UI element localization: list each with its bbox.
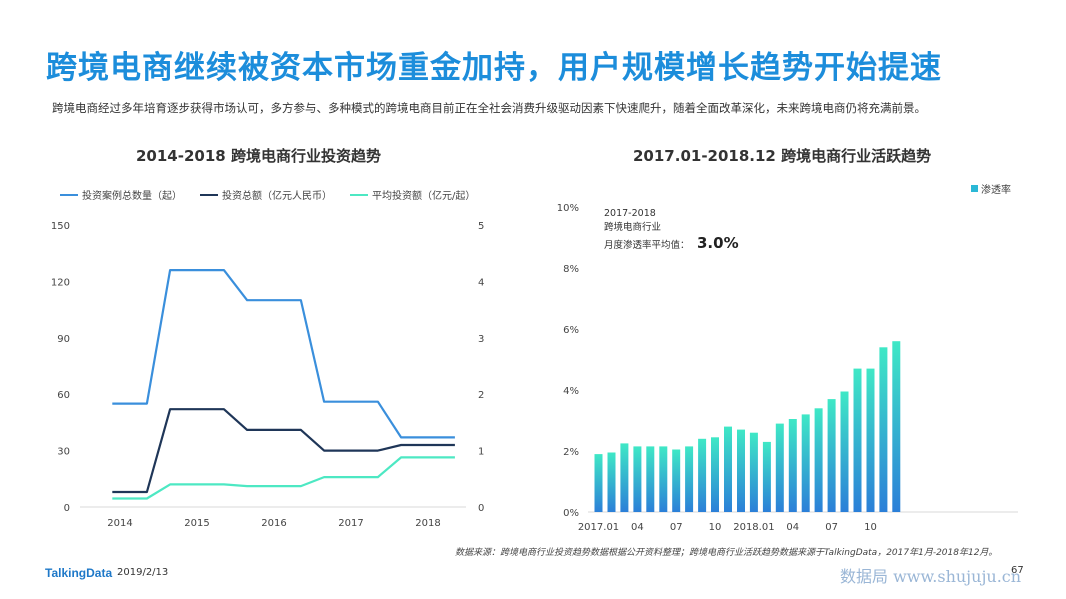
bar-chart-x-tick: 04: [631, 522, 644, 533]
watermark: 数据局 www.shujuju.cn: [840, 567, 1022, 586]
bar-chart-y-tick: 10%: [557, 203, 579, 214]
line-chart-title: 2014-2018 跨境电商行业投资趋势: [136, 147, 381, 165]
line-chart-x-tick: 2015: [184, 518, 209, 529]
page-number: 67: [1011, 565, 1024, 576]
bar-chart-legend-swatch: [971, 185, 978, 192]
bar: [620, 443, 629, 512]
footer-date: 2019/2/13: [117, 567, 169, 578]
bar: [775, 423, 784, 512]
line-chart-y-left-tick: 150: [51, 221, 70, 232]
line-series: [112, 456, 455, 500]
line-chart-x-tick: 2018: [415, 518, 440, 529]
annotation-label: 月度渗透率平均值：: [604, 239, 690, 251]
bar: [853, 368, 862, 512]
page-subtitle: 跨境电商经过多年培育逐步获得市场认可，多方参与、多种模式的跨境电商目前正在全社会…: [52, 101, 926, 115]
bar-chart-x-tick: 07: [670, 522, 683, 533]
bar: [607, 452, 616, 512]
line-chart-y-right-tick: 3: [478, 334, 484, 345]
talkingdata-logo: TalkingData: [45, 566, 113, 580]
bar: [685, 446, 694, 512]
bar-chart-y-tick: 8%: [563, 264, 579, 275]
annotation-line1: 2017-2018: [604, 208, 656, 219]
bar: [814, 408, 823, 512]
bar: [866, 368, 875, 512]
line-chart-y-left-tick: 60: [57, 390, 70, 401]
bar: [698, 438, 707, 512]
bar: [749, 432, 758, 512]
line-chart-y-left-tick: 90: [57, 334, 70, 345]
bar: [737, 429, 745, 512]
bar: [879, 347, 888, 512]
bar: [711, 437, 719, 512]
line-chart-legend-label: 投资总额（亿元人民币）: [222, 189, 332, 202]
bar: [646, 446, 655, 512]
line-series: [112, 269, 455, 439]
line-chart-x-tick: 2014: [107, 518, 132, 529]
line-chart-x-tick: 2017: [338, 518, 363, 529]
bar-chart-x-tick: 10: [864, 522, 877, 533]
line-chart-legend-label: 投资案例总数量（起）: [82, 189, 182, 202]
bar-chart-legend-label: 渗透率: [981, 183, 1011, 196]
line-chart-y-left-tick: 120: [51, 277, 70, 288]
bar-chart-y-tick: 4%: [563, 386, 579, 397]
annotation-value: 3.0%: [697, 234, 739, 252]
line-chart-y-right-tick: 4: [478, 277, 484, 288]
bar: [633, 446, 642, 512]
bar: [827, 399, 836, 512]
bar: [659, 446, 668, 512]
annotation-line2: 跨境电商行业: [604, 221, 661, 233]
bar-chart-x-tick: 2017.01: [578, 522, 619, 533]
line-chart-legend-label: 平均投资额（亿元/起）: [372, 189, 475, 202]
bar-chart-x-tick: 10: [709, 522, 722, 533]
bar-chart-x-tick: 07: [825, 522, 838, 533]
bar: [801, 414, 810, 512]
bar: [892, 341, 901, 512]
bar: [840, 391, 849, 512]
line-chart-x-tick: 2016: [261, 518, 286, 529]
line-chart-y-right-tick: 0: [478, 503, 484, 514]
line-series: [112, 408, 455, 494]
bar: [762, 441, 771, 512]
bar-chart-x-tick: 04: [786, 522, 799, 533]
bar-chart-title: 2017.01-2018.12 跨境电商行业活跃趋势: [633, 147, 932, 165]
bar-chart-x-tick: 2018.01: [733, 522, 774, 533]
page-title: 跨境电商继续被资本市场重金加持，用户规模增长趋势开始提速: [46, 50, 942, 86]
line-chart-y-left-tick: 0: [64, 503, 70, 514]
bar: [788, 419, 797, 512]
line-chart-y-right-tick: 2: [478, 390, 484, 401]
bar-chart-y-tick: 2%: [563, 447, 579, 458]
bar-chart-y-tick: 0%: [563, 508, 579, 519]
line-chart-y-left-tick: 30: [57, 447, 70, 458]
bar: [724, 426, 732, 512]
line-chart-y-right-tick: 5: [478, 221, 484, 232]
data-source-note: 数据来源：跨境电商行业投资趋势数据根据公开资料整理；跨境电商行业活跃趋势数据来源…: [455, 548, 998, 558]
bar: [594, 454, 603, 512]
line-chart-y-right-tick: 1: [478, 447, 484, 458]
bar-chart-y-tick: 6%: [563, 325, 579, 336]
bar: [672, 449, 681, 512]
